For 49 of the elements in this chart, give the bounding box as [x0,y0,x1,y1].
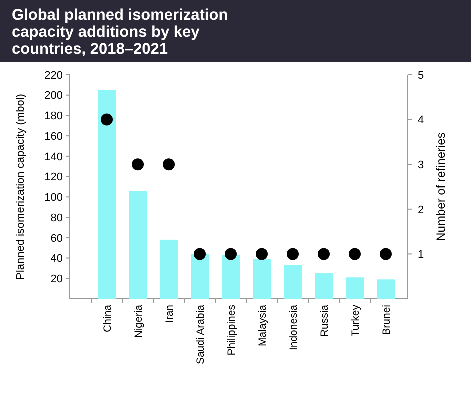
point [101,114,114,126]
point [132,158,144,171]
y-axis-title: Planned isomerization capacity (mbol) [15,94,27,280]
y-tick-label: 20 [50,273,63,286]
point [163,158,176,171]
point [225,248,237,260]
x-tick-label: Turkey [350,304,362,337]
y2-tick-label: 2 [418,204,424,216]
y-tick-label: 200 [44,90,63,102]
bar [315,274,333,299]
y2-tick-label: 1 [418,249,424,262]
y2-axis-title: Number of refineries [434,132,448,242]
x-tick-label: Iran [164,304,176,324]
y-tick-label: 160 [44,130,63,143]
x-tick-label: Indonesia [288,304,300,351]
y-tick-label: 220 [44,70,63,82]
point [348,248,361,260]
point [286,248,299,260]
bar [191,254,209,299]
y-tick-label: 120 [44,172,63,184]
point [194,248,206,260]
y-tick-label: 100 [44,192,63,204]
x-tick-label: China [102,304,114,332]
x-tick-label: Brunei [380,305,393,336]
y-tick-label: 60 [50,232,63,245]
bar [284,265,302,299]
chart-title: Global planned isomerization capacity additions by key countries, 2018–2021 [12,7,228,58]
bar [346,278,364,299]
point [256,248,268,260]
y2-tick-label: 5 [418,70,424,82]
bar [129,191,147,299]
bar [377,280,395,299]
bar [222,255,240,299]
y-tick-label: 40 [50,253,63,266]
bar [160,240,178,299]
y-tick-label: 140 [44,151,63,164]
x-tick-label: Philippines [226,305,238,356]
point [380,248,392,260]
x-tick-label: Russia [318,304,331,338]
bar [98,90,116,299]
x-tick-label: Saudi Arabia [195,304,208,365]
y2-tick-label: 4 [418,114,424,127]
y2-tick-label: 3 [418,159,424,172]
y-tick-label: 180 [44,110,63,123]
x-tick-label: Malaysia [257,304,269,346]
y-tick-label: 80 [50,212,63,224]
bar [253,259,271,299]
x-tick-label: Nigeria [133,304,146,338]
point [318,248,330,260]
